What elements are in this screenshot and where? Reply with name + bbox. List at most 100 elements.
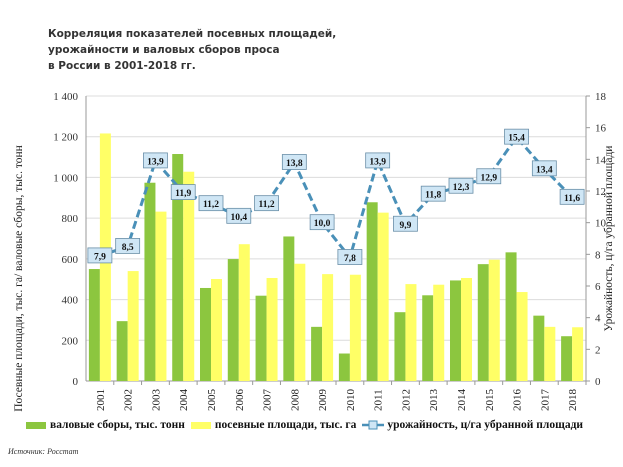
y-axis-title: Посевные площади, тыс. га/ валовые сборы…	[13, 145, 25, 412]
y-tick-label: 800	[62, 213, 79, 225]
yield-data-label: 11,6	[564, 194, 580, 204]
bar-area	[377, 212, 389, 381]
yield-point-marker	[420, 185, 446, 202]
yield-point-marker	[504, 128, 529, 145]
y2-tick-label: 16	[595, 123, 607, 135]
x-tick-label: 2013	[428, 389, 440, 412]
bar-harvest	[561, 336, 573, 381]
title-line-2: урожайности и валовых сборов проса	[48, 44, 280, 56]
bar-area	[183, 171, 195, 381]
bar-harvest	[255, 295, 267, 381]
yield-point-marker	[143, 152, 168, 169]
bar-harvest	[144, 182, 156, 381]
yield-data-label: 11,9	[175, 189, 191, 199]
bar-harvest	[394, 312, 406, 381]
y2-tick-label: 4	[595, 313, 601, 325]
yield-point-marker	[254, 195, 279, 212]
bar-area	[572, 327, 584, 381]
yield-point-marker	[365, 152, 391, 169]
bar-harvest	[422, 295, 434, 381]
bar-harvest	[338, 353, 350, 381]
y-tick-label: 0	[73, 376, 79, 388]
yield-point-marker	[226, 207, 252, 224]
x-tick-label: 2015	[484, 389, 496, 412]
y-tick-label: 400	[62, 295, 79, 307]
yield-data-label: 11,2	[203, 200, 219, 210]
bar-area	[516, 292, 528, 381]
yield-data-label: 8,5	[122, 243, 134, 253]
yield-point-marker	[198, 195, 224, 212]
title-line-3: в России в 2001-2018 гг.	[48, 60, 196, 72]
bar-harvest	[533, 315, 545, 381]
yield-data-label: 10,0	[314, 219, 331, 229]
chart-title: Корреляция показателей посевных площадей…	[48, 26, 336, 74]
y2-tick-label: 18	[595, 91, 607, 103]
y2-tick-label: 0	[595, 376, 601, 388]
y2-tick-label: 10	[595, 218, 607, 230]
y-tick-label: 1 200	[53, 132, 78, 144]
x-tick-label: 2012	[400, 389, 412, 411]
yield-data-label: 13,9	[147, 157, 164, 167]
yield-data-label: 12,9	[480, 173, 497, 183]
yield-point-marker	[309, 214, 335, 231]
bar-harvest	[366, 202, 378, 381]
x-tick-label: 2016	[512, 389, 524, 412]
y-tick-label: 1 400	[53, 91, 78, 103]
x-tick-label: 2009	[317, 389, 329, 412]
yield-point-marker	[170, 184, 196, 200]
legend: валовые сборы, тыс. тонн посевные площад…	[26, 419, 589, 431]
yield-data-label: 15,4	[508, 134, 525, 144]
bar-area	[461, 277, 472, 381]
yield-point-marker	[281, 154, 307, 170]
legend-label-area: посевные площади, тыс. га	[214, 419, 357, 431]
yield-data-label: 13,4	[536, 165, 553, 175]
legend-label-harvest: валовые сборы, тыс. тонн	[50, 419, 185, 431]
y2-axis-title: Урожайность, ц/га убранной площади	[603, 146, 615, 332]
yield-data-label: 11,2	[259, 200, 275, 210]
bar-area	[238, 244, 250, 381]
yield-point-marker	[476, 168, 502, 185]
yield-data-label: 7,8	[344, 254, 356, 264]
x-tick-label: 2003	[150, 389, 162, 412]
yield-data-label: 13,9	[369, 157, 386, 167]
legend-line-marker-icon	[362, 420, 385, 430]
yield-point-marker	[448, 177, 474, 194]
y2-tick-label: 6	[595, 281, 601, 293]
bar-harvest	[116, 321, 128, 381]
bar-harvest	[311, 326, 323, 381]
bar-area	[294, 263, 306, 381]
y2-tick-label: 14	[595, 154, 607, 166]
bar-area	[433, 284, 445, 381]
legend-label-yield: урожайность, ц/га убранной площади	[387, 419, 584, 431]
y-tick-label: 200	[62, 335, 79, 347]
bar-area	[211, 279, 222, 381]
x-tick-label: 2008	[289, 389, 301, 412]
bar-area	[405, 284, 417, 381]
bar-area	[488, 259, 500, 381]
x-tick-label: 2006	[234, 389, 246, 412]
bar-harvest	[283, 236, 295, 381]
bar-area	[349, 274, 361, 381]
x-tick-label: 2007	[262, 389, 274, 412]
bar-area	[544, 326, 556, 381]
yield-point-marker	[337, 249, 363, 265]
yield-line	[99, 134, 574, 261]
x-tick-label: 2011	[373, 389, 385, 411]
bar-harvest	[88, 269, 100, 381]
y2-tick-label: 12	[595, 186, 606, 198]
yield-point-marker	[87, 247, 113, 264]
bar-area	[322, 274, 334, 381]
x-tick-label: 2010	[345, 389, 357, 412]
x-tick-label: 2001	[95, 389, 107, 411]
bar-area	[127, 271, 139, 381]
y2-tick-label: 2	[595, 344, 601, 356]
yield-data-label: 10,4	[230, 213, 247, 223]
bar-harvest	[172, 154, 184, 381]
legend-swatch-harvest	[26, 421, 46, 429]
y-tick-label: 600	[62, 254, 79, 266]
yield-data-label: 7,9	[94, 252, 106, 262]
yield-data-label: 9,9	[400, 221, 412, 231]
x-tick-label: 2018	[567, 389, 579, 412]
y2-tick-label: 8	[595, 249, 601, 261]
